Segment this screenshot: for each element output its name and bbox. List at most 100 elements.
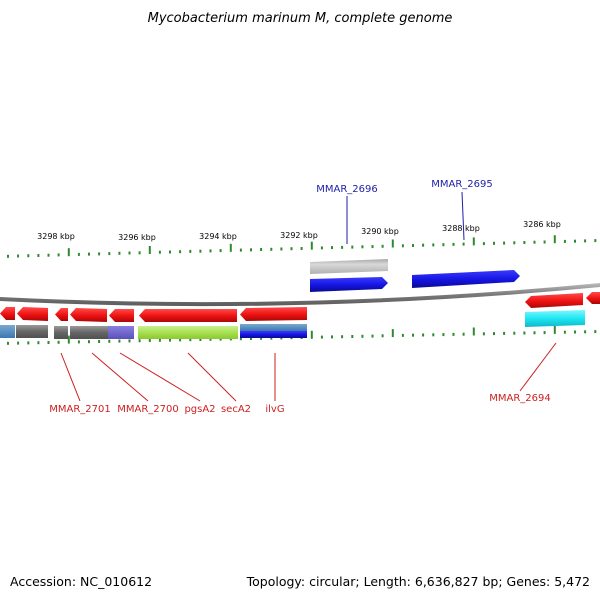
- minor-tick: [290, 247, 293, 251]
- minor-tick: [57, 340, 60, 344]
- minor-tick: [543, 240, 546, 244]
- gene-label-mmar-2696[interactable]: MMAR_2696: [316, 184, 378, 195]
- leader-line: [119, 352, 201, 402]
- major-tick: [229, 243, 232, 252]
- feature-bar[interactable]: [240, 324, 307, 331]
- forward-features: [310, 259, 520, 292]
- minor-tick: [280, 247, 283, 251]
- minor-tick: [98, 252, 101, 256]
- gene-arrow[interactable]: [0, 307, 15, 320]
- gene-arrow-mmar-2694[interactable]: [525, 293, 583, 308]
- gene-arrow-seca2[interactable]: [240, 307, 307, 321]
- major-tick: [67, 248, 70, 257]
- minor-tick: [219, 249, 222, 253]
- minor-tick: [442, 333, 445, 337]
- minor-tick: [7, 341, 9, 345]
- minor-tick: [239, 337, 242, 341]
- gene-arrow[interactable]: [310, 259, 388, 274]
- major-tick: [553, 325, 556, 334]
- minor-tick: [462, 332, 465, 336]
- minor-tick: [88, 340, 90, 344]
- feature-bar[interactable]: [70, 326, 108, 339]
- minor-tick: [138, 251, 141, 255]
- scale-label: 3292 kbp: [280, 231, 318, 240]
- minor-tick: [199, 338, 202, 341]
- minor-tick: [118, 339, 121, 343]
- gene-arrow-mmar-2701[interactable]: [70, 308, 107, 322]
- genome-backbone: [0, 283, 600, 307]
- gene-label-seca2[interactable]: secA2: [221, 404, 251, 415]
- minor-tick: [503, 241, 506, 245]
- gene-arrow-pgsa2[interactable]: [139, 309, 237, 322]
- minor-tick: [401, 244, 404, 248]
- minor-tick: [543, 331, 546, 335]
- gene-label-mmar-2701[interactable]: MMAR_2701: [49, 404, 111, 415]
- minor-tick: [594, 239, 597, 243]
- minor-tick: [320, 335, 323, 339]
- feature-bar[interactable]: [54, 326, 68, 339]
- feature-bar[interactable]: [525, 310, 585, 327]
- minor-tick: [47, 341, 50, 344]
- minor-tick: [189, 338, 192, 342]
- gene-arrow-mmar-2696[interactable]: [310, 277, 388, 292]
- gene-arrow[interactable]: [17, 307, 48, 321]
- gene-arrow-mmar-2700[interactable]: [109, 309, 134, 322]
- minor-tick: [189, 249, 192, 253]
- minor-tick: [260, 336, 263, 340]
- minor-tick: [17, 254, 20, 258]
- major-tick: [310, 330, 313, 339]
- minor-tick: [401, 333, 404, 337]
- minor-tick: [482, 332, 485, 336]
- minor-tick: [128, 251, 131, 255]
- minor-tick: [270, 247, 273, 251]
- gene-arrow-mmar-2695[interactable]: [412, 270, 520, 288]
- minor-tick: [7, 254, 9, 258]
- minor-tick: [179, 338, 182, 342]
- minor-tick: [523, 241, 526, 244]
- minor-tick: [563, 330, 566, 334]
- minor-tick: [574, 239, 576, 243]
- gene-label-mmar-2695[interactable]: MMAR_2695: [431, 179, 493, 190]
- minor-tick: [169, 338, 171, 342]
- gene-label-ilvg[interactable]: ilvG: [265, 404, 284, 415]
- scale-ticks-forward: [7, 235, 597, 258]
- gene-label-mmar-2694[interactable]: MMAR_2694: [489, 393, 551, 404]
- scale-label: 3296 kbp: [118, 233, 156, 242]
- feature-bar[interactable]: [0, 325, 15, 338]
- leader-line: [519, 342, 557, 392]
- minor-tick: [118, 251, 121, 255]
- gene-label-pgsa2[interactable]: pgsA2: [184, 404, 215, 415]
- minor-tick: [533, 331, 536, 335]
- forward-gene-labels: MMAR_2696 MMAR_2695: [316, 179, 493, 244]
- minor-tick: [422, 243, 425, 247]
- minor-tick: [98, 340, 101, 343]
- scale-label: 3294 kbp: [199, 232, 237, 241]
- minor-tick: [594, 330, 597, 334]
- minor-tick: [88, 252, 90, 256]
- minor-tick: [432, 243, 435, 247]
- feature-bar[interactable]: [138, 326, 238, 339]
- minor-tick: [209, 249, 212, 253]
- gene-arrow[interactable]: [586, 292, 600, 304]
- gene-label-mmar-2700[interactable]: MMAR_2700: [117, 404, 179, 415]
- leader-line: [60, 352, 81, 402]
- minor-tick: [452, 332, 455, 336]
- minor-tick: [493, 332, 495, 336]
- minor-tick: [351, 335, 354, 338]
- minor-tick: [209, 337, 212, 341]
- feature-bar-ilvg[interactable]: [240, 331, 307, 338]
- minor-tick: [412, 244, 414, 247]
- minor-tick: [138, 339, 141, 343]
- minor-tick: [584, 330, 587, 334]
- feature-bar[interactable]: [108, 326, 134, 339]
- minor-tick: [219, 337, 222, 341]
- minor-tick: [331, 335, 333, 339]
- gene-arrow[interactable]: [55, 308, 68, 321]
- scale-label: 3290 kbp: [361, 227, 399, 236]
- minor-tick: [270, 336, 273, 340]
- feature-bar[interactable]: [16, 325, 48, 338]
- minor-tick: [128, 339, 131, 343]
- minor-tick: [462, 242, 465, 246]
- major-tick: [67, 335, 70, 344]
